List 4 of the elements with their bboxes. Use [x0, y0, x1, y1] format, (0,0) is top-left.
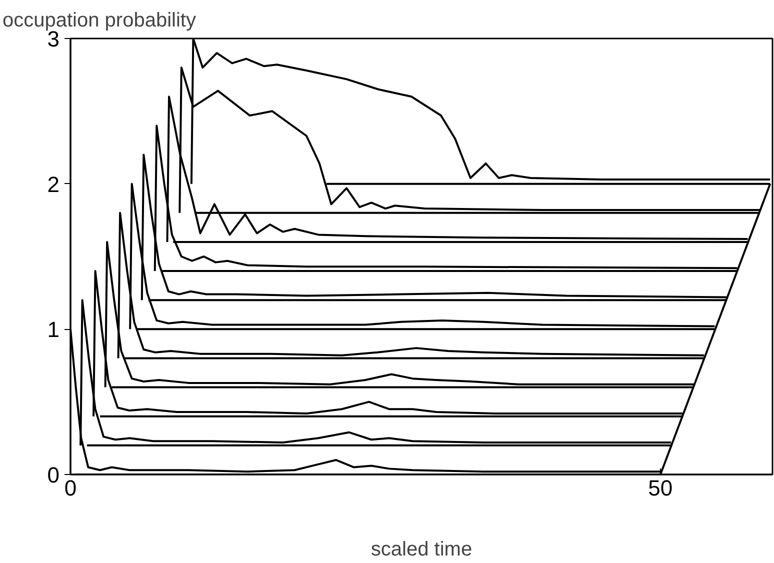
x-axis-title: scaled time	[370, 538, 472, 560]
x-tick-label: 50	[648, 476, 673, 500]
y-tick-label: 2	[47, 172, 60, 197]
y-tick-label: 1	[47, 317, 60, 342]
